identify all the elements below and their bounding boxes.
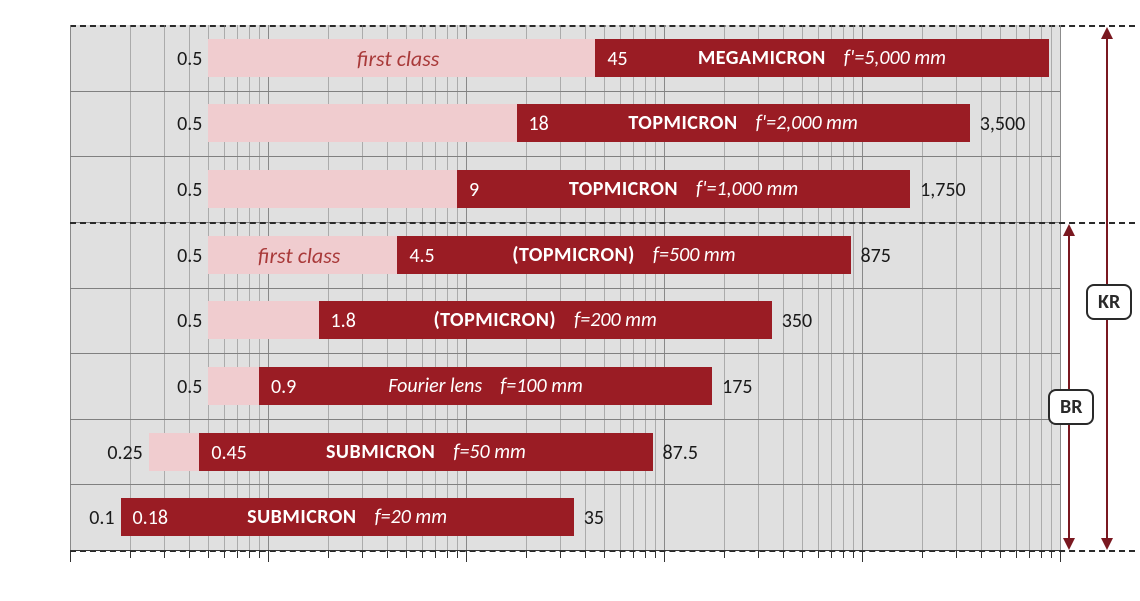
bracket-arrow-up [1063,224,1075,236]
bracket-line [1068,234,1070,538]
row-separator [70,353,1060,354]
focal-spec: f=500 mm [653,243,736,267]
row-left-value: 0.25 [99,441,143,465]
row-left-value: 0.5 [158,309,202,333]
section-divider-dash [70,222,1135,224]
focal-spec: f'=5,000 mm [844,46,946,70]
row-left-value: 0.1 [71,506,115,530]
bracket-arrow-up [1101,27,1113,39]
row-right-value: 3,500 [980,112,1026,136]
dark-bar-label-group: TOPMICRON f'=2,000 mm [517,111,970,135]
baseline [70,550,1060,551]
dark-bar-label-group: TOPMICRON f'=1,000 mm [457,177,910,201]
range-bar-light [208,170,457,208]
grid-major [1060,25,1061,550]
product-name: TOPMICRON [569,177,678,201]
dark-bar-label-group: Fourier lens f=100 mm [259,374,712,398]
row-right-value: 1,750 [920,178,966,202]
product-name: SUBMICRON [326,440,435,464]
row-separator [70,288,1060,289]
row-left-value: 0.5 [158,375,202,399]
row-separator [70,419,1060,420]
row-left-value: 0.5 [158,178,202,202]
bracket-label: BR [1048,389,1094,425]
product-name: TOPMICRON [628,111,737,135]
focal-spec: f'=2,000 mm [756,111,858,135]
range-bar-light [208,104,516,142]
first-class-label: first class [357,45,439,72]
row-right-value: 875 [861,244,891,268]
row-right-value: 35 [584,506,604,530]
row-left-value: 0.5 [158,244,202,268]
range-bar-light [208,367,259,405]
bracket-label: KR [1086,284,1132,320]
product-name-italic: Fourier lens [388,374,482,398]
product-name: MEGAMICRON [698,46,826,70]
row-separator [70,156,1060,157]
row-right-value: 350 [782,309,812,333]
bracket-arrow-down [1063,538,1075,550]
range-bar-light [149,433,200,471]
dark-bar-label-group: MEGAMICRON f'=5,000 mm [595,46,1048,70]
row-separator [70,91,1060,92]
first-class-label: first class [258,242,340,269]
focal-spec: f'=1,000 mm [696,177,798,201]
row-left-value: 0.5 [158,112,202,136]
dark-bar-label-group: (TOPMICRON) f=200 mm [319,308,772,332]
dark-bar-label-group: SUBMICRON f=50 mm [199,440,652,464]
row-separator [70,484,1060,485]
product-name: (TOPMICRON) [433,308,556,332]
focal-spec: f=50 mm [453,440,526,464]
lens-range-chart: first class45MEGAMICRONf'=5,000 mm0.518T… [0,0,1140,601]
focal-spec: f=20 mm [375,505,448,529]
bracket-arrow-down [1101,538,1113,550]
range-bar-light [208,301,318,339]
top-dash-line [70,25,1135,27]
dark-bar-label-group: (TOPMICRON) f=500 mm [397,243,850,267]
row-left-value: 0.5 [158,47,202,71]
row-right-value: 87.5 [663,441,698,465]
focal-spec: f=100 mm [500,374,583,398]
focal-spec: f=200 mm [574,308,657,332]
dark-bar-label-group: SUBMICRON f=20 mm [121,505,574,529]
row-right-value: 175 [722,375,752,399]
product-name: (TOPMICRON) [512,243,635,267]
product-name: SUBMICRON [247,505,356,529]
